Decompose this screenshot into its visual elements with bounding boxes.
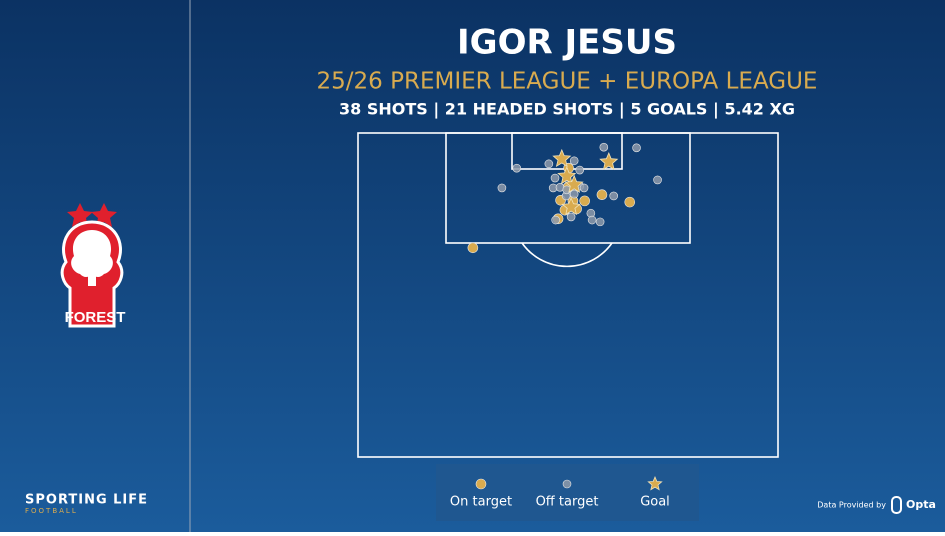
shot-marker: [609, 191, 619, 201]
shot-marker: [587, 215, 597, 225]
shot-marker: [512, 163, 522, 173]
chart-subtitle: 25/26 PREMIER LEAGUE + EUROPA LEAGUE: [317, 69, 818, 95]
legend-marker: [475, 478, 487, 490]
credit: Data Provided by: [817, 501, 886, 510]
goal-marker: [564, 174, 584, 193]
brand-sub: FOOTBALL: [25, 507, 78, 515]
shot-marker: [569, 189, 579, 199]
goal-marker: [561, 197, 581, 216]
shot-marker: [653, 175, 662, 185]
chart-title: IGOR JESUS: [457, 23, 677, 63]
shot-marker: [599, 142, 609, 152]
crest-text: FOREST: [65, 309, 126, 326]
shot-marker: [566, 212, 576, 222]
shot-marker: [579, 195, 590, 207]
goal-marker: [557, 166, 577, 185]
provider: Opta: [906, 498, 936, 511]
shot-marker: [632, 143, 641, 153]
shot-marker: [467, 242, 479, 254]
shot-marker: [596, 189, 608, 201]
shot-marker: [595, 217, 605, 227]
legend-marker: [647, 475, 663, 491]
shot-marker: [575, 165, 585, 175]
goal-marker: [599, 151, 619, 171]
shots: [467, 142, 662, 254]
legend: On target Off target Goal: [450, 475, 670, 510]
legend-label: Goal: [640, 495, 670, 510]
shot-marker: [550, 173, 560, 183]
legend-label: Off target: [536, 495, 599, 510]
shot-marker: [624, 196, 636, 208]
shot-marker: [551, 215, 560, 225]
goal-marker: [552, 148, 572, 168]
shot-marker: [569, 156, 579, 166]
brand: SPORTING LIFE: [25, 493, 148, 508]
legend-marker: [562, 479, 572, 489]
legend-box: [436, 464, 699, 521]
crest: FOREST: [60, 203, 126, 328]
legend-label: On target: [450, 495, 512, 510]
stats-line: 38 SHOTS | 21 HEADED SHOTS | 5 GOALS | 5…: [339, 100, 795, 120]
shot-marker: [544, 159, 554, 169]
provider-icon: [891, 496, 902, 514]
shot-marker: [497, 183, 507, 193]
shot-marker: [579, 183, 589, 193]
